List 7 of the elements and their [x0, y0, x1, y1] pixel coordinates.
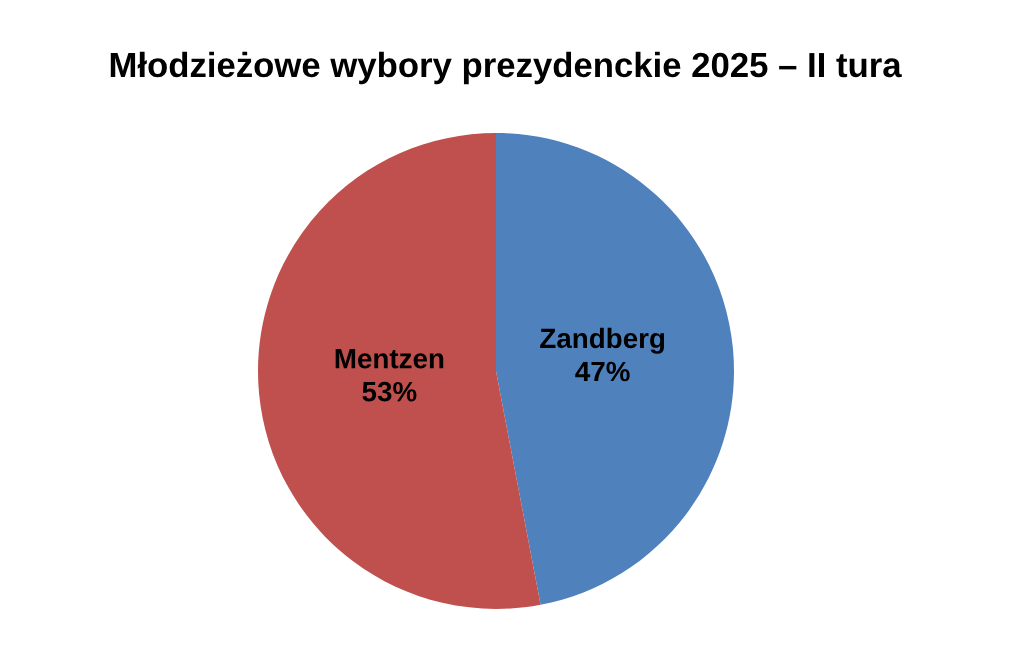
- data-label: 47%: [575, 361, 630, 382]
- slice-label: Zandberg: [540, 327, 665, 354]
- slice-label: Mentzen: [335, 349, 444, 369]
- chart-title: Młodzieżowe wybory prezydenckie 2025 – II tura: [110, 51, 902, 85]
- pie-slice: [496, 133, 734, 605]
- data-label: 53%: [362, 381, 417, 402]
- pie-slice: [258, 133, 541, 609]
